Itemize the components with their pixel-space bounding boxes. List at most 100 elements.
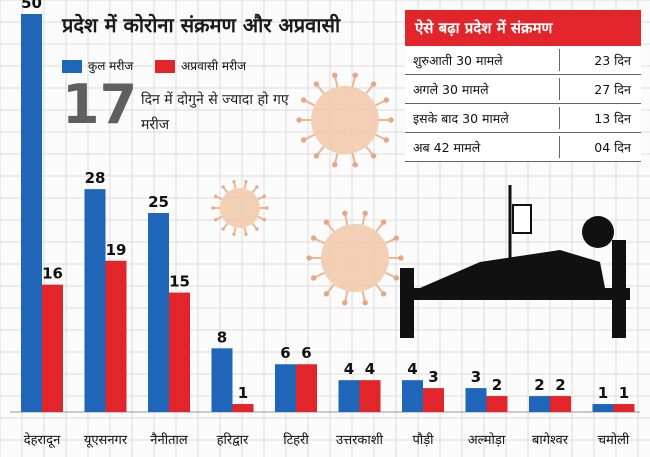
row-label: इसके बाद 30 मामले <box>413 111 509 126</box>
virus-spike-tip <box>370 153 377 159</box>
virus-spike-tip <box>313 153 320 159</box>
virus-spike-tip <box>398 255 404 261</box>
virus-spike-tip <box>262 218 266 222</box>
legend-swatch-total <box>62 60 82 73</box>
row-days: 04 दिन <box>594 140 631 155</box>
data-label: 3 <box>471 368 481 386</box>
virus-spike-tip <box>383 97 390 103</box>
virus-spike-tip <box>262 194 266 198</box>
bar <box>232 404 254 412</box>
category-label: अल्मोड़ा <box>468 432 506 448</box>
table-row: अगले 30 मामले 27 दिन <box>405 75 641 104</box>
category-label: पौड़ी <box>412 432 434 448</box>
data-label: 6 <box>280 344 290 362</box>
bed-foot <box>612 240 626 338</box>
virus-body <box>311 86 379 154</box>
virus-spike-tip <box>370 81 377 87</box>
bed-frame <box>400 288 630 300</box>
bar <box>275 364 296 412</box>
bar <box>359 380 381 412</box>
data-label: 16 <box>42 265 63 283</box>
highlight-text: दिन में दोगुने से ज्यादा हो गए मरीज <box>141 92 289 133</box>
legend-swatch-migrant <box>155 60 176 73</box>
virus-spike-tip <box>352 162 358 168</box>
data-label: 1 <box>598 384 608 402</box>
virus-spike-tip <box>214 194 218 198</box>
virus-spike-tip <box>332 72 338 78</box>
category-label: चमोली <box>598 432 630 448</box>
bar <box>613 404 635 412</box>
column-divider <box>559 78 560 100</box>
iv-bag <box>512 204 532 234</box>
column-divider <box>559 49 560 71</box>
data-label: 4 <box>407 360 417 378</box>
virus-spike-tip <box>313 81 320 87</box>
virus-spike-tip <box>383 137 390 143</box>
bar <box>169 292 190 412</box>
bar <box>211 348 233 412</box>
bar <box>423 388 444 412</box>
bar <box>84 189 106 412</box>
data-label: 6 <box>301 344 311 362</box>
bar <box>529 396 550 412</box>
data-label: 1 <box>238 384 248 402</box>
legend: कुल मरीज अप्रवासी मरीज <box>62 57 264 74</box>
virus-spike-tip <box>310 275 317 281</box>
legend-item-migrant: अप्रवासी मरीज <box>155 57 246 74</box>
virus-spike-tip <box>342 210 348 216</box>
bar <box>21 14 42 412</box>
virus-spike-tip <box>300 97 307 103</box>
virus-spike-tip <box>211 206 215 210</box>
highlight-number: 17 <box>62 73 138 136</box>
virus-body <box>220 188 260 228</box>
virus-spike-tip <box>244 180 248 184</box>
virus-icon <box>211 180 269 236</box>
virus-spike-tip <box>352 72 358 78</box>
virus-spike-tip <box>214 218 218 222</box>
virus-spike-tip <box>393 275 400 281</box>
bar <box>465 388 487 412</box>
bar <box>148 213 169 412</box>
table-row: शुरुआती 30 मामले 23 दिन <box>405 46 641 75</box>
data-label: 4 <box>344 360 354 378</box>
virus-body <box>321 224 389 292</box>
row-days: 13 दिन <box>594 111 631 126</box>
virus-spike-tip <box>323 291 330 297</box>
virus-spike-tip <box>362 300 368 306</box>
virus-spike-tip <box>255 227 259 231</box>
row-label: शुरुआती 30 मामले <box>413 53 503 68</box>
bar <box>486 396 508 412</box>
data-label: 2 <box>492 376 502 394</box>
virus-spike-tip <box>362 210 368 216</box>
growth-table-title: ऐसे बढ़ा प्रदेश में संक्रमण <box>405 10 641 46</box>
bar <box>592 404 614 412</box>
bar <box>338 380 360 412</box>
category-label: यूएसनगर <box>84 433 128 448</box>
virus-spike-tip <box>255 185 259 189</box>
data-label: 8 <box>217 328 227 346</box>
table-row: इसके बाद 30 मामले 13 दिन <box>405 104 641 133</box>
bar <box>550 396 571 412</box>
data-label: 50 <box>21 0 42 12</box>
virus-icon <box>306 210 404 306</box>
bar <box>105 260 127 412</box>
data-label: 1 <box>619 384 629 402</box>
data-label: 2 <box>534 376 544 394</box>
virus-spike-tip <box>265 206 269 210</box>
virus-spike-tip <box>244 232 248 236</box>
category-label: टिहरी <box>283 432 309 448</box>
virus-spike-tip <box>388 117 394 123</box>
table-row: अब 42 मामले 04 दिन <box>405 133 641 162</box>
virus-spike-tip <box>232 180 236 184</box>
data-label: 3 <box>428 368 438 386</box>
virus-spike-tip <box>380 219 387 225</box>
bar <box>402 380 423 412</box>
legend-label-total: कुल मरीज <box>88 59 134 73</box>
virus-spike-tip <box>342 300 348 306</box>
patient-body <box>420 250 605 288</box>
row-label: अब 42 मामले <box>413 140 481 155</box>
virus-spike-tip <box>380 291 387 297</box>
column-divider <box>559 107 560 129</box>
